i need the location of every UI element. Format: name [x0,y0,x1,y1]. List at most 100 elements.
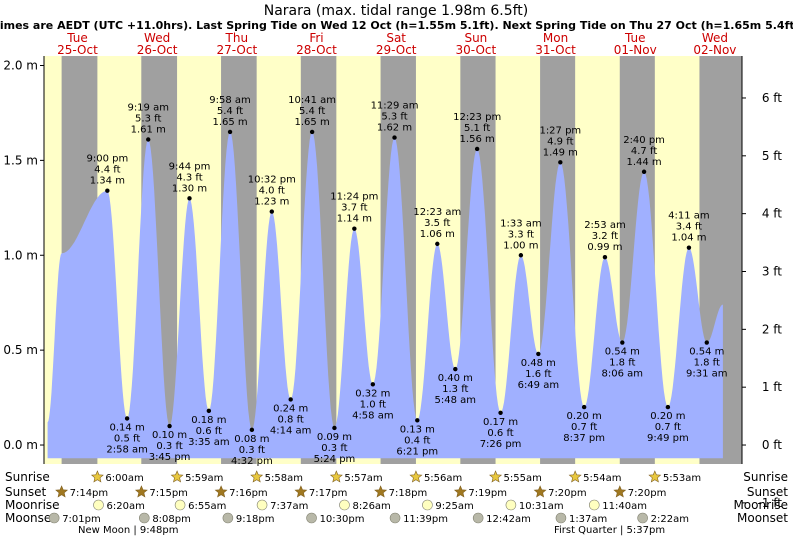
tide-point [536,351,541,357]
day-name: Sat [386,31,406,45]
right-tick-label: 1 ft [762,380,782,394]
tide-height-ft: 1.0 ft [360,399,386,410]
tide-height-ft: 5.1 ft [464,123,490,134]
sunrise-icon [489,470,503,483]
tide-time: 9:19 am [127,102,169,113]
tide-height-ft: 3.3 ft [508,229,534,240]
tide-point [227,129,233,135]
day-name: Mon [543,31,568,45]
sunrise-icon [90,470,104,483]
tide-area [47,131,723,459]
tide-height-m: 0.14 m [110,422,145,433]
tide-point [352,226,357,231]
tide-point [641,169,647,174]
tide-time: 4:58 am [352,410,394,421]
tide-height-m: 0.18 m [191,415,226,426]
tide-height-ft: 4.0 ft [259,186,285,197]
day-date: 31-Oct [535,43,576,57]
tide-time: 8:06 am [602,369,644,380]
tide-height-ft: 1.8 ft [609,358,635,369]
chart-title: Narara (max. tidal range 1.98m 6.5ft) [264,3,529,19]
tide-time: 7:26 pm [480,439,522,450]
sunset-time: 7:20pm [628,488,667,499]
row-label-moonset-right: Moonset [737,511,788,525]
sunset-time: 7:16pm [229,488,268,499]
tide-height-ft: 5.3 ft [381,112,407,123]
tide-point [206,408,212,414]
tide-point [332,425,337,431]
tide-height-ft: 3.4 ft [676,222,702,233]
day-date: 29-Oct [376,43,417,57]
tide-point [105,188,110,193]
tide-height-m: 0.10 m [152,430,187,441]
tide-height-ft: 0.5 ft [114,433,140,444]
tide-height-m: 1.30 m [172,183,207,194]
tide-height-m: 1.44 m [626,157,661,168]
tide-time: 4:32 pm [231,456,273,467]
tide-time: 2:58 am [106,444,148,455]
sunset-icon [533,485,547,498]
sunrise-time: 5:58am [265,473,303,484]
tide-height-m: 0.20 m [650,411,685,422]
right-tick-label: 5 ft [762,149,782,163]
tide-height-m: 0.40 m [438,373,473,384]
row-label-sunset-right: Sunset [747,485,788,499]
tide-point [620,340,625,345]
tide-point [474,146,480,152]
moon-phase: New Moon | 9:48pm [78,525,178,536]
right-tick-label: 6 ft [762,91,782,105]
tide-height-m: 0.32 m [355,388,390,399]
moonset-time: 8:08pm [152,514,191,525]
sunrise-time: 5:59am [185,473,223,484]
tide-time: 1:27 pm [539,125,581,136]
tide-height-m: 0.48 m [521,358,556,369]
moonrise-icon [422,499,433,511]
tide-time: 3:35 am [188,437,230,448]
left-tick-label: 1.5 m [3,153,38,167]
tide-point [392,135,397,140]
tide-height-ft: 3.2 ft [592,231,618,242]
row-label-sunrise-left: Sunrise [5,470,50,484]
tide-time: 1:33 am [500,218,542,229]
tide-time: 6:21 pm [396,446,438,457]
sunrise-time: 5:55am [504,473,542,484]
tide-height-ft: 0.6 ft [196,426,222,437]
tide-point [435,241,440,247]
day-name: Fri [309,31,323,45]
tide-height-m: 1.06 m [420,229,455,240]
sunset-icon [55,485,69,498]
day-date: 02-Nov [693,43,736,57]
day-date: 27-Oct [216,43,257,57]
day-date: 26-Oct [137,43,178,57]
tide-time: 5:48 am [435,395,477,406]
tide-time: 5:24 pm [314,454,356,465]
moon-phase: First Quarter | 5:37pm [554,525,665,536]
tide-height-m: 0.24 m [273,403,308,414]
row-label-moonrise-left: Moonrise [5,498,60,512]
sunset-icon [374,485,388,498]
tide-point [686,245,692,250]
moonrise-time: 8:26am [352,501,390,512]
sunrise-icon [250,470,264,483]
tide-time: 9:58 am [209,95,251,106]
tide-height-ft: 5.4 ft [299,106,325,117]
row-label-moonset-left: Moonset [5,511,56,525]
sunset-time: 7:19pm [468,488,507,499]
tide-time: 9:31 am [686,369,728,380]
sunrise-time: 5:54am [583,473,621,484]
tide-height-ft: 0.3 ft [239,445,265,456]
moonset-time: 1:37am [569,514,607,525]
left-tick-label: 2.0 m [3,58,38,72]
moonset-time: 12:42am [486,514,531,525]
left-tick-label: 0.0 m [3,438,38,452]
moonset-icon [306,512,317,524]
tide-time: 11:29 am [371,101,419,112]
tide-height-ft: 1.3 ft [442,384,468,395]
tide-time: 2:53 am [584,220,626,231]
moonrise-time: 7:37am [270,501,308,512]
tide-point [187,196,192,201]
moonset-icon [222,512,234,524]
sunset-icon [134,485,148,498]
right-tick-label: 3 ft [762,264,782,278]
